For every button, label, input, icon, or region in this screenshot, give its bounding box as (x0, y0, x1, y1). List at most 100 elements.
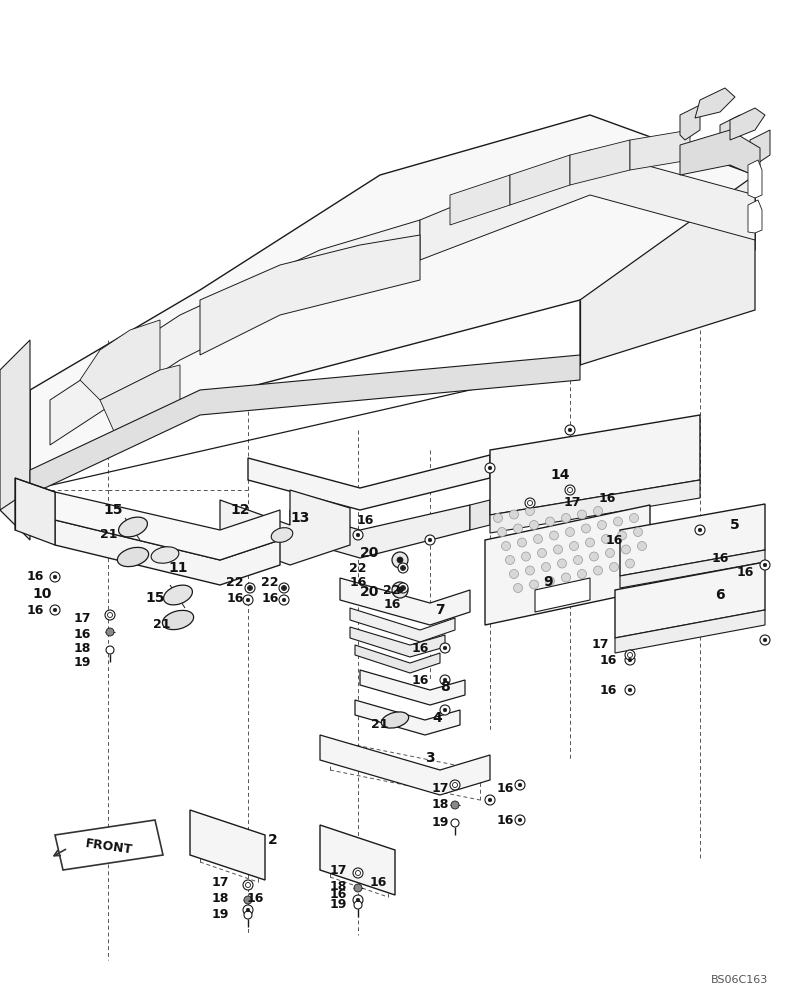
Circle shape (401, 566, 405, 570)
Circle shape (397, 587, 403, 593)
Text: 16: 16 (412, 642, 429, 654)
Text: 16: 16 (246, 892, 263, 904)
Polygon shape (620, 550, 765, 588)
Circle shape (525, 498, 535, 508)
Polygon shape (0, 340, 30, 510)
Circle shape (594, 566, 603, 575)
Circle shape (246, 598, 250, 602)
Polygon shape (15, 478, 55, 545)
Text: 22: 22 (226, 576, 244, 588)
Circle shape (628, 688, 632, 692)
Circle shape (533, 534, 543, 544)
Text: 11: 11 (168, 561, 188, 575)
Text: 22: 22 (261, 576, 279, 588)
Circle shape (353, 895, 363, 905)
Text: 16: 16 (26, 570, 44, 582)
Text: 7: 7 (435, 603, 445, 617)
Circle shape (622, 545, 630, 554)
Polygon shape (720, 115, 740, 150)
Circle shape (50, 605, 60, 615)
Ellipse shape (271, 528, 293, 542)
Polygon shape (340, 578, 470, 625)
Circle shape (594, 506, 603, 516)
Circle shape (485, 795, 495, 805)
Text: 16: 16 (349, 576, 367, 588)
Text: 9: 9 (543, 575, 552, 589)
Circle shape (541, 562, 551, 572)
Circle shape (392, 552, 408, 568)
Circle shape (634, 528, 642, 536)
Text: 17: 17 (564, 495, 581, 508)
Text: 16: 16 (497, 814, 513, 826)
Circle shape (354, 901, 362, 909)
Circle shape (401, 586, 405, 590)
Polygon shape (490, 415, 700, 515)
Circle shape (545, 517, 555, 526)
Circle shape (498, 528, 506, 536)
Text: 16: 16 (497, 782, 513, 794)
Circle shape (513, 584, 522, 592)
Circle shape (494, 514, 502, 522)
Text: 15: 15 (145, 591, 165, 605)
Polygon shape (55, 492, 280, 560)
Text: FRONT: FRONT (84, 837, 134, 857)
Circle shape (698, 528, 702, 532)
Circle shape (353, 530, 363, 540)
Text: 19: 19 (211, 908, 228, 922)
Polygon shape (420, 150, 755, 260)
Circle shape (353, 868, 363, 878)
Polygon shape (290, 505, 470, 558)
Polygon shape (80, 320, 160, 400)
Text: 14: 14 (550, 468, 570, 482)
Ellipse shape (119, 517, 147, 537)
Circle shape (518, 783, 521, 787)
Text: 18: 18 (330, 880, 347, 892)
Text: 18: 18 (73, 642, 91, 654)
Polygon shape (615, 562, 765, 638)
Circle shape (398, 563, 408, 573)
Polygon shape (248, 455, 490, 510)
Text: 20: 20 (361, 585, 380, 599)
Circle shape (443, 678, 447, 682)
Circle shape (440, 705, 450, 715)
Circle shape (505, 556, 514, 564)
Polygon shape (615, 610, 765, 653)
Polygon shape (350, 627, 445, 657)
Text: 16: 16 (226, 591, 244, 604)
Circle shape (354, 884, 362, 892)
Text: 6: 6 (715, 588, 725, 602)
Text: 19: 19 (431, 816, 449, 830)
Text: 21: 21 (154, 618, 171, 632)
Circle shape (392, 582, 408, 598)
Circle shape (626, 559, 634, 568)
Text: 21: 21 (371, 718, 388, 732)
Polygon shape (748, 160, 762, 198)
Polygon shape (355, 645, 440, 673)
Circle shape (763, 563, 767, 567)
Circle shape (610, 562, 618, 572)
Text: 8: 8 (440, 680, 450, 694)
Circle shape (443, 708, 447, 712)
Polygon shape (748, 200, 762, 233)
Text: 19: 19 (73, 656, 91, 668)
Circle shape (283, 598, 286, 602)
Circle shape (488, 798, 492, 802)
Text: 16: 16 (73, 628, 91, 641)
Circle shape (582, 524, 591, 533)
Polygon shape (470, 500, 490, 530)
Polygon shape (485, 505, 650, 625)
Circle shape (565, 425, 575, 435)
Circle shape (517, 538, 526, 547)
Circle shape (573, 556, 583, 564)
Circle shape (590, 552, 599, 561)
Circle shape (243, 905, 253, 915)
Circle shape (638, 542, 646, 550)
Circle shape (50, 572, 60, 582)
Circle shape (244, 896, 252, 904)
Text: 16: 16 (261, 591, 279, 604)
Text: 16: 16 (599, 654, 617, 666)
Circle shape (509, 570, 518, 578)
Circle shape (568, 428, 572, 432)
Circle shape (578, 570, 587, 578)
Circle shape (565, 485, 575, 495)
